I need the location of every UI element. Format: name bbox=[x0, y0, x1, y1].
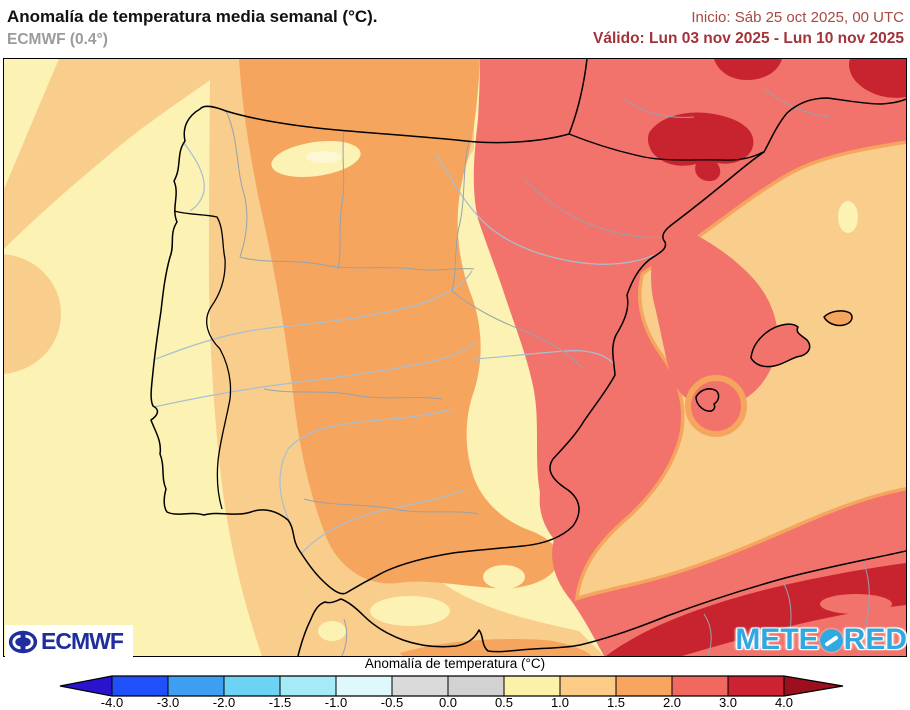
colorbar-arrow-left bbox=[60, 676, 112, 696]
ecmwf-logo[interactable]: ECMWF bbox=[5, 625, 133, 658]
colorbar-seg-7 bbox=[504, 676, 560, 696]
meteored-text-right: RED bbox=[843, 623, 907, 656]
anomaly-inner-cream-spot bbox=[306, 151, 342, 163]
anomaly-band-3.0 bbox=[606, 59, 906, 656]
menorca-island bbox=[823, 310, 853, 327]
colorbar-seg-11 bbox=[728, 676, 784, 696]
ecmwf-logo-text: ECMWF bbox=[41, 628, 124, 654]
colorbar-seg-5 bbox=[392, 676, 448, 696]
tick-label: 0.0 bbox=[438, 695, 458, 710]
colorbar-arrow-right bbox=[784, 676, 843, 696]
tick-label: -4.0 bbox=[100, 695, 124, 710]
colorbar-seg-4 bbox=[336, 676, 392, 696]
africa-coastline bbox=[297, 550, 906, 656]
meteored-text-left: METE bbox=[735, 623, 819, 656]
colorbar bbox=[59, 675, 844, 697]
ibiza-island bbox=[695, 388, 720, 412]
tick-label: 4.0 bbox=[774, 695, 794, 710]
colorbar-title: Anomalía de temperatura (°C) bbox=[364, 656, 546, 671]
country-borders bbox=[173, 133, 764, 510]
colorbar-seg-1 bbox=[168, 676, 224, 696]
colorbar-outline bbox=[59, 675, 844, 697]
tick-label: -2.0 bbox=[212, 695, 236, 710]
tick-label: 3.0 bbox=[718, 695, 738, 710]
colorbar-labels: -4.0 -3.0 -2.0 -1.5 -1.0 -0.5 0.0 0.5 1.… bbox=[0, 695, 910, 710]
ecmwf-logo-icon bbox=[8, 630, 38, 653]
colorbar-seg-2 bbox=[224, 676, 280, 696]
coastlines bbox=[150, 59, 906, 656]
anomaly-band-2.0-balearic-tongue bbox=[651, 219, 778, 408]
colorbar-seg-9 bbox=[616, 676, 672, 696]
tick-label: -3.0 bbox=[156, 695, 180, 710]
colorbar-seg-0 bbox=[112, 676, 168, 696]
anomaly-map bbox=[4, 59, 906, 656]
tick-label: 1.5 bbox=[606, 695, 626, 710]
tick-label: 1.0 bbox=[550, 695, 570, 710]
anomaly-band-2.0-africa-streak bbox=[820, 594, 892, 614]
valid-period: Válido: Lun 03 nov 2025 - Lun 10 nov 202… bbox=[593, 30, 904, 47]
admin-borders bbox=[225, 88, 870, 656]
meteored-logo[interactable]: METE RED bbox=[703, 623, 907, 657]
anomaly-band-2.0-ibiza-blob bbox=[685, 375, 747, 437]
model-subtitle: ECMWF (0.4°) bbox=[7, 31, 108, 48]
tick-label: 0.5 bbox=[494, 695, 514, 710]
colorbar-seg-6 bbox=[448, 676, 504, 696]
colorbar-seg-8 bbox=[560, 676, 616, 696]
map-canvas[interactable] bbox=[3, 58, 907, 657]
mallorca-island bbox=[750, 323, 811, 368]
tick-label: -1.5 bbox=[268, 695, 292, 710]
anomaly-pale-spots bbox=[271, 141, 858, 641]
colorbar-seg-10 bbox=[672, 676, 728, 696]
run-init-time: Inicio: Sáb 25 oct 2025, 00 UTC bbox=[691, 9, 904, 26]
tick-label: -0.5 bbox=[380, 695, 404, 710]
colorbar-seg-3 bbox=[280, 676, 336, 696]
iberia-coastline bbox=[150, 59, 906, 595]
rivers bbox=[153, 142, 655, 554]
anomaly-band-1.5 bbox=[239, 59, 591, 656]
meteored-o-icon bbox=[819, 628, 843, 652]
colorbar-tick-lines bbox=[111, 676, 785, 696]
page-title: Anomalía de temperatura media semanal (°… bbox=[7, 7, 378, 26]
tick-label: 2.0 bbox=[662, 695, 682, 710]
tick-label: -1.0 bbox=[324, 695, 348, 710]
